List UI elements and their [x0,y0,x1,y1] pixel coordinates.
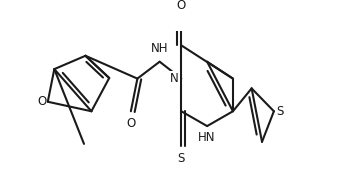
Text: HN: HN [198,131,216,144]
Text: O: O [37,95,46,108]
Text: S: S [177,152,185,165]
Text: S: S [277,105,284,118]
Text: N: N [170,72,179,85]
Text: NH: NH [151,42,169,55]
Text: O: O [177,0,186,12]
Text: O: O [126,117,136,130]
